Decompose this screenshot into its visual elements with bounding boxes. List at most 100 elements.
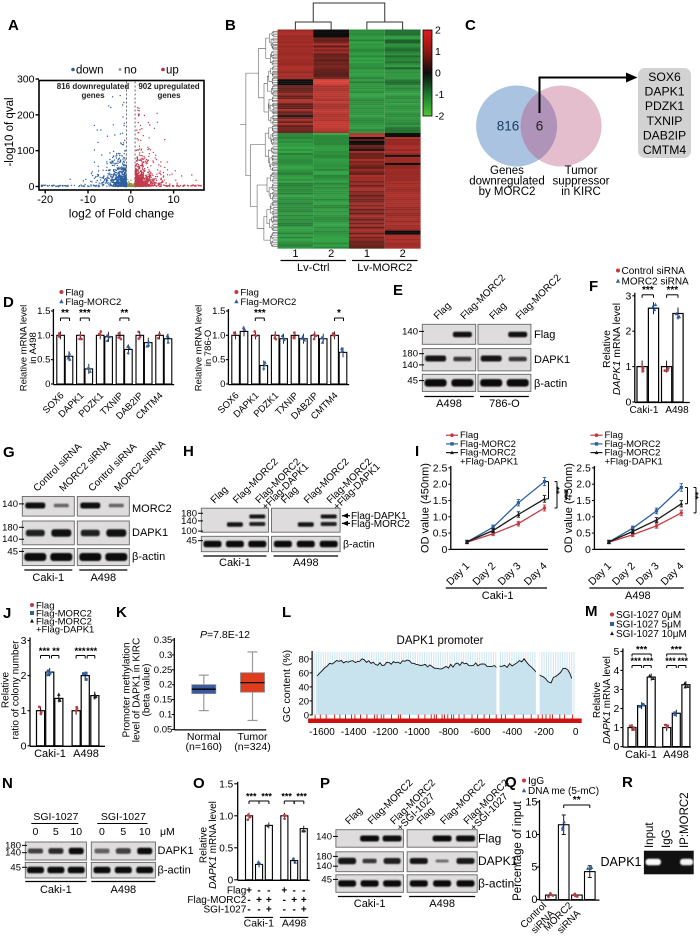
svg-text:1: 1 xyxy=(21,705,27,717)
svg-text:***: *** xyxy=(643,656,654,666)
svg-text:10: 10 xyxy=(70,826,82,838)
svg-text:genes: genes xyxy=(157,91,181,100)
svg-text:1.0: 1.0 xyxy=(219,811,233,822)
svg-text:DAPK1: DAPK1 xyxy=(158,845,194,857)
svg-text:β-actin: β-actin xyxy=(534,378,567,390)
svg-text:in KIRC: in KIRC xyxy=(561,186,601,198)
svg-text:0: 0 xyxy=(614,741,620,753)
svg-text:140: 140 xyxy=(316,861,332,872)
svg-text:F: F xyxy=(589,278,598,295)
svg-text:P=7.8E-12: P=7.8E-12 xyxy=(200,629,250,641)
svg-text:0.1: 0.1 xyxy=(159,710,172,721)
svg-text:B: B xyxy=(225,17,236,34)
svg-text:Caki-1: Caki-1 xyxy=(625,749,657,761)
svg-text:3: 3 xyxy=(614,684,620,696)
svg-text:A498: A498 xyxy=(429,898,455,910)
svg-text:0.25: 0.25 xyxy=(154,665,173,676)
svg-text:***: *** xyxy=(631,656,642,666)
svg-text:no: no xyxy=(124,65,137,77)
svg-text:300: 300 xyxy=(17,74,35,86)
svg-text:DAPK1: DAPK1 xyxy=(534,354,570,366)
svg-text:5: 5 xyxy=(120,826,126,838)
svg-text:OD value (450nm): OD value (450nm) xyxy=(563,463,575,553)
svg-text:200: 200 xyxy=(17,109,35,121)
svg-text:A: A xyxy=(8,17,19,34)
svg-text:-200: -200 xyxy=(534,727,554,738)
svg-text:Flag-MORC2: Flag-MORC2 xyxy=(240,297,296,308)
svg-text:140: 140 xyxy=(402,360,418,371)
svg-text:-800: -800 xyxy=(439,727,459,738)
svg-text:β-actin: β-actin xyxy=(343,539,375,551)
svg-text:1: 1 xyxy=(625,361,631,373)
svg-text:(n=160): (n=160) xyxy=(186,741,222,753)
svg-text:DAPK1: DAPK1 xyxy=(601,855,642,869)
svg-text:ratio of colony number: ratio of colony number xyxy=(11,640,22,740)
svg-text:Caki-1: Caki-1 xyxy=(219,557,251,569)
svg-text:***: *** xyxy=(665,656,676,666)
svg-text:2.0: 2.0 xyxy=(433,479,448,491)
svg-text:Flag: Flag xyxy=(534,329,555,341)
svg-text:-log10 of qval: -log10 of qval xyxy=(4,97,16,166)
svg-text:45: 45 xyxy=(186,536,197,547)
svg-text:45: 45 xyxy=(7,546,18,557)
svg-text:0.5: 0.5 xyxy=(219,843,233,854)
svg-text:DAPK1 promoter: DAPK1 promoter xyxy=(397,635,484,647)
svg-text:DAPK1: DAPK1 xyxy=(132,527,168,539)
svg-text:902 upregulated: 902 upregulated xyxy=(138,82,199,91)
svg-text:0.15: 0.15 xyxy=(154,695,173,706)
svg-text:0: 0 xyxy=(441,544,447,556)
svg-text:-10: -10 xyxy=(80,194,96,206)
svg-text:140: 140 xyxy=(316,831,332,842)
svg-text:Caki-1: Caki-1 xyxy=(630,405,659,416)
svg-text:SGI-1027: SGI-1027 xyxy=(101,811,146,823)
svg-text:Flag: Flag xyxy=(478,832,501,846)
svg-text:6: 6 xyxy=(536,119,544,134)
svg-text:45: 45 xyxy=(407,376,418,387)
svg-text:0: 0 xyxy=(435,68,441,80)
svg-text:0: 0 xyxy=(128,194,134,206)
svg-text:1: 1 xyxy=(364,248,370,260)
svg-text:+Flag-DAPK1: +Flag-DAPK1 xyxy=(460,456,518,467)
svg-text:*: * xyxy=(337,308,341,319)
svg-text:A498: A498 xyxy=(663,749,689,761)
svg-text:180: 180 xyxy=(2,522,18,533)
svg-text:1.5: 1.5 xyxy=(212,306,225,317)
svg-text:Control siRNA: Control siRNA xyxy=(622,266,686,277)
svg-text:log2 of Fold change: log2 of Fold change xyxy=(69,207,175,221)
svg-text:1.5: 1.5 xyxy=(576,495,591,507)
svg-text:0.35: 0.35 xyxy=(154,635,173,646)
svg-text:0: 0 xyxy=(585,544,591,556)
svg-text:140: 140 xyxy=(2,534,18,545)
svg-text:SOX6: SOX6 xyxy=(648,70,681,84)
svg-text:***: *** xyxy=(677,656,688,666)
svg-text:+Flag-DAPK1: +Flag-DAPK1 xyxy=(36,625,94,636)
svg-text:D: D xyxy=(3,294,14,311)
svg-text:genes: genes xyxy=(81,91,105,100)
svg-text:L: L xyxy=(282,604,291,621)
svg-text:10: 10 xyxy=(167,194,179,206)
svg-text:***: *** xyxy=(79,308,91,319)
svg-text:60: 60 xyxy=(299,668,310,679)
svg-text:Input: Input xyxy=(644,822,656,848)
svg-text:***: *** xyxy=(86,646,97,657)
svg-text:816: 816 xyxy=(497,119,520,134)
svg-text:Percentage of input: Percentage of input xyxy=(512,800,524,901)
svg-text:***: *** xyxy=(74,646,85,657)
svg-text:-2: -2 xyxy=(435,111,444,123)
svg-text:0.5: 0.5 xyxy=(433,528,448,540)
svg-text:A498: A498 xyxy=(293,557,319,569)
svg-text:K: K xyxy=(116,604,127,621)
svg-text:3: 3 xyxy=(625,290,631,302)
svg-text:***: *** xyxy=(261,792,272,802)
svg-text:E: E xyxy=(393,282,403,299)
svg-text:-20: -20 xyxy=(37,194,53,206)
svg-text:2: 2 xyxy=(625,326,631,338)
svg-text:A498: A498 xyxy=(665,405,689,416)
svg-text:140: 140 xyxy=(5,848,21,859)
svg-text:-1: -1 xyxy=(435,89,444,101)
svg-text:(n=324): (n=324) xyxy=(234,741,270,753)
svg-text:β-actin: β-actin xyxy=(478,877,514,891)
svg-text:up: up xyxy=(166,65,179,77)
svg-text:Caki-1: Caki-1 xyxy=(34,748,66,760)
svg-text:A498: A498 xyxy=(110,884,136,896)
